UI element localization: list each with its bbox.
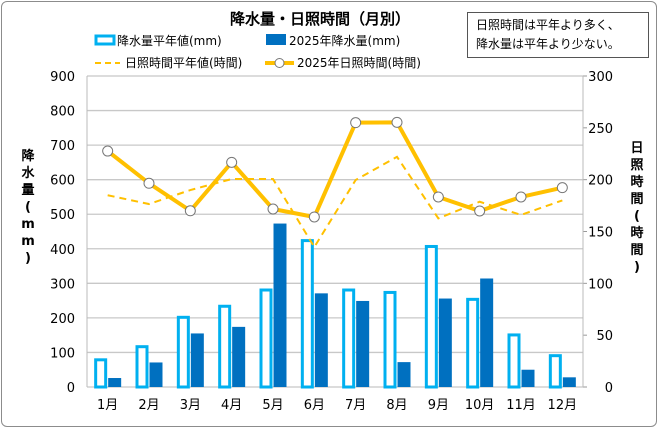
annotation-line: 日照時間は平年より多く、 [476, 18, 620, 32]
bar-2025-precipitation [480, 278, 494, 387]
y-tick-label-right: 250 [588, 122, 613, 137]
marker-2025-sunshine [102, 145, 114, 157]
y-tick-label-left: 700 [50, 139, 75, 154]
bar-normal-precipitation [424, 244, 438, 389]
x-tick-label: 11月 [506, 398, 536, 413]
bar-2025-precipitation [273, 223, 287, 387]
annotation-line: 降水量は平年より少ない。 [476, 37, 620, 51]
marker-2025-sunshine [267, 203, 279, 215]
y-tick-label-right: 50 [596, 329, 613, 344]
legend-swatch-normal-precipitation [94, 34, 116, 46]
y-axis-label-right: 日照時間(時間) [630, 141, 643, 275]
marker-2025-sunshine [308, 211, 320, 223]
chart-title: 降水量・日照時間（月別） [230, 10, 410, 28]
y-tick-label-left: 400 [50, 243, 75, 258]
y-tick-label-left: 900 [50, 70, 75, 85]
x-tick-label: 1月 [97, 398, 118, 413]
legend-label: 2025年降水量(mm) [289, 34, 400, 48]
y-tick-label-left: 600 [50, 174, 75, 189]
bar-normal-precipitation [466, 297, 480, 389]
gridlines [87, 75, 583, 388]
marker-2025-sunshine [350, 117, 362, 129]
bar-2025-precipitation [190, 333, 204, 387]
bar-2025-precipitation [397, 362, 411, 387]
x-tick-label: 6月 [304, 398, 325, 413]
bar-normal-precipitation [383, 290, 397, 389]
line-normal-sunshine [107, 155, 563, 249]
bar-normal-precipitation [259, 288, 273, 389]
y-axis-label-left: 降水量(m m) [21, 148, 35, 266]
y-tick-label-left: 500 [50, 208, 75, 223]
x-tick-label: 3月 [180, 398, 201, 413]
y-tick-label-right: 300 [588, 70, 613, 85]
marker-2025-sunshine [226, 156, 238, 168]
line-2025-sunshine [106, 120, 563, 219]
x-tick-label: 9月 [428, 398, 449, 413]
x-tick-label: 10月 [465, 398, 495, 413]
x-tick-label: 4月 [221, 398, 242, 413]
x-tick-label: 8月 [386, 398, 407, 413]
marker-2025-sunshine [474, 205, 486, 217]
bar-normal-precipitation [300, 239, 314, 389]
y-tick-label-left: 100 [50, 346, 75, 361]
y-tick-label-right: 150 [588, 226, 613, 241]
x-tick-label: 12月 [548, 398, 578, 413]
bar-normal-precipitation [218, 304, 232, 389]
marker-2025-sunshine [432, 191, 444, 203]
legend-swatch-2025-precipitation [266, 34, 286, 45]
y-tick-label-right: 100 [588, 277, 613, 292]
y-tick-label-left: 200 [50, 312, 75, 327]
x-tick-label: 5月 [262, 398, 283, 413]
y-tick-label-left: 300 [50, 277, 75, 292]
marker-2025-sunshine [184, 205, 196, 217]
bar-normal-precipitation [176, 315, 190, 389]
bar-2025-precipitation [562, 377, 576, 387]
bars [94, 223, 576, 389]
marker-2025-sunshine [391, 116, 403, 128]
y-tick-label-left: 0 [67, 381, 75, 396]
bar-normal-precipitation [548, 354, 562, 389]
bar-normal-precipitation [135, 345, 149, 389]
legend-label: 降水量平年値(mm) [117, 33, 222, 48]
bar-normal-precipitation [94, 358, 108, 389]
bar-2025-precipitation [314, 293, 328, 387]
bar-2025-precipitation [521, 369, 535, 387]
bar-2025-precipitation [149, 362, 163, 387]
x-tick-label: 2月 [138, 398, 159, 413]
x-tick-label: 7月 [345, 398, 366, 413]
marker-2025-sunshine [556, 182, 568, 194]
marker-2025-sunshine [515, 191, 527, 203]
bar-2025-precipitation [232, 326, 246, 387]
legend-marker [274, 58, 285, 68]
y-tick-label-right: 0 [605, 381, 613, 396]
bar-2025-precipitation [438, 298, 452, 387]
legend: 降水量平年値(mm) 2025年降水量(mm) 日照時間平年値(時間) 2025年日照… [94, 33, 421, 70]
legend-label: 2025年日照時間(時間) [297, 56, 421, 70]
bar-normal-precipitation [342, 288, 356, 389]
lines [102, 116, 568, 249]
bar-2025-precipitation [108, 378, 122, 387]
legend-label: 日照時間平年値(時間) [125, 55, 242, 70]
bar-normal-precipitation [507, 333, 521, 389]
axes: 0 100 200 300 400 500 600 700 800 900 0 50 100 150 200… [50, 70, 613, 413]
annotation-box: 日照時間は平年より多く、 降水量は平年より少ない。 [467, 12, 649, 58]
bar-2025-precipitation [356, 300, 370, 387]
y-tick-label-left: 800 [50, 105, 75, 120]
y-tick-label-right: 200 [588, 174, 613, 189]
marker-2025-sunshine [143, 177, 155, 189]
